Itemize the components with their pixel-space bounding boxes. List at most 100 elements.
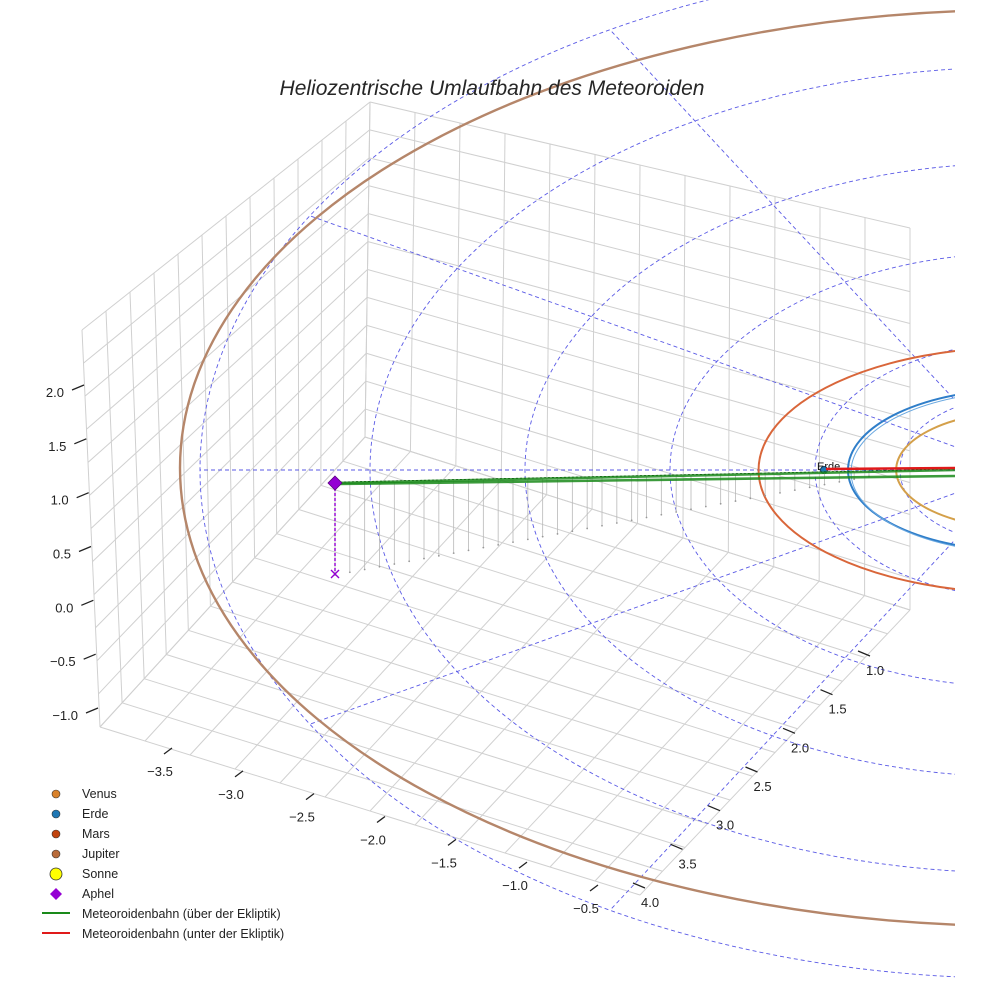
x-axis-tick-label: −0.5 [573, 901, 599, 916]
drop-line-foot [601, 524, 603, 527]
drop-line-foot [704, 505, 707, 508]
trajectory-above-lower [336, 474, 955, 486]
drop-line-foot [853, 478, 856, 481]
ecliptic-ring [369, 68, 955, 872]
x-axis-tick-label: −1.5 [431, 855, 457, 870]
floor-grid-line [342, 460, 888, 635]
drop-line-foot [512, 541, 514, 544]
left-wall-grid-line [273, 177, 278, 534]
drop-line-foot [838, 481, 841, 483]
drop-line-foot [556, 533, 559, 535]
floor-grid-line [369, 523, 638, 812]
legend-label: Sonne [82, 867, 118, 881]
floor-grid-line [639, 609, 911, 896]
left-wall-grid-line [90, 269, 368, 529]
legend-label: Aphel [82, 887, 114, 901]
z-axis-tick-label: 1.0 [51, 493, 69, 508]
orbit-jupiter [179, 10, 955, 926]
drop-line-foot [378, 565, 381, 568]
legend-label: Erde [82, 807, 108, 821]
drop-line-foot [734, 500, 737, 502]
drop-line-foot [348, 571, 351, 574]
back-wall-grid-line [818, 206, 821, 582]
aphel-marker [327, 475, 343, 491]
legend-label: Jupiter [82, 847, 120, 861]
y-axis-tick [707, 805, 721, 812]
axes-grid [81, 101, 911, 896]
drop-line-foot [719, 502, 722, 505]
y-axis-tick-label: 3.5 [679, 856, 697, 871]
z-axis-tick-label: −0.5 [50, 654, 76, 669]
meteoroid-trajectory [334, 466, 955, 486]
x-axis-tick [447, 838, 457, 846]
z-axis-tick [81, 599, 94, 606]
left-wall-grid-line [342, 120, 347, 462]
drop-line-foot [779, 491, 781, 494]
venus-label: Ve [964, 523, 977, 535]
y-axis-tick-label: 4.0 [641, 895, 659, 910]
drop-line-foot [363, 568, 366, 571]
y-axis-tick [782, 727, 796, 734]
y-axis-tick-label: 2.0 [791, 740, 809, 755]
legend-label: Meteoroidenbahn (über der Ekliptik) [82, 907, 281, 921]
drop-line-foot [749, 497, 752, 500]
legend-marker-mars [51, 829, 61, 839]
drop-line-foot [452, 552, 455, 554]
legend-marker-sonne [49, 867, 63, 881]
legend-marker-erde [51, 809, 61, 819]
drop-line-foot [615, 522, 618, 524]
legend-label: Mars [82, 827, 110, 841]
y-axis-tick [632, 882, 646, 889]
y-axis-tick-label: 1.0 [866, 663, 884, 678]
left-wall-grid-line [249, 196, 256, 558]
y-axis-tick [745, 766, 758, 773]
z-axis-tick-label: 2.0 [46, 385, 64, 400]
floor-grid-line [414, 537, 684, 826]
y-axis-tick [670, 843, 683, 850]
aphel-projection-marker [330, 569, 340, 579]
z-axis-tick-label: 1.5 [48, 439, 66, 454]
x-axis-tick [589, 884, 599, 892]
y-axis-tick [820, 689, 833, 696]
floor-grid-line [504, 566, 775, 854]
orbit-mars [757, 350, 955, 590]
z-axis-tick [85, 707, 99, 714]
drop-line-foot [675, 511, 678, 513]
floor-grid-line [298, 509, 843, 682]
drop-line-foot [660, 513, 663, 516]
back-wall-grid-line [369, 129, 911, 261]
floor-grid-line [254, 557, 798, 730]
axis-ticks: −1.0 −0.5 0.0 0.5 1.0 1.5 2.0 −3.5 −3.0 −2.5 −2.0 −… [46, 384, 884, 916]
drop-line-foot [408, 560, 411, 563]
trajectory-above-upper [334, 468, 955, 485]
drop-line-foot [423, 557, 425, 560]
y-axis-tick-label: 3.0 [716, 818, 734, 833]
left-wall-grid-line [81, 101, 371, 331]
x-axis-tick [163, 747, 173, 755]
floor-grid-line [459, 551, 729, 840]
y-axis-tick [857, 650, 871, 657]
chart-title: Heliozentrische Umlaufbahn des Meteoroid… [280, 77, 705, 100]
drop-line-foot [645, 516, 648, 519]
drop-line-foot [526, 538, 529, 541]
x-axis-tick [376, 815, 386, 824]
drop-line-foot [690, 508, 692, 511]
drop-line-foot [467, 549, 470, 552]
z-axis-tick [78, 545, 92, 553]
z-axis-tick-label: 0.0 [55, 600, 73, 615]
x-axis-tick-label: −3.5 [147, 764, 173, 779]
y-axis-tick-label: 2.5 [754, 779, 772, 794]
drop-line-foot [630, 519, 633, 522]
floor-grid-line [594, 595, 865, 882]
floor-grid-line [549, 580, 820, 868]
left-wall-grid-line [87, 213, 369, 463]
x-axis-tick [234, 770, 244, 778]
left-wall-grid-line [297, 158, 300, 510]
left-wall-grid-line [84, 157, 370, 397]
z-axis-tick-label: −1.0 [52, 708, 78, 723]
point-markers [327, 475, 343, 579]
x-axis-tick [305, 793, 315, 801]
back-wall-grid-line [369, 157, 911, 293]
drop-line-foot [437, 554, 440, 557]
drop-line-foot [586, 527, 589, 530]
